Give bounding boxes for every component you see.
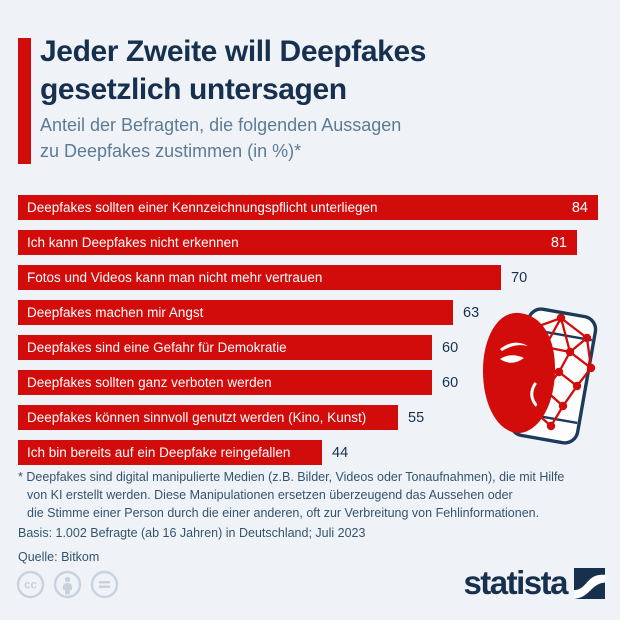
bar-label: Deepfakes sind eine Gefahr für Demokrati… — [27, 340, 287, 355]
bar-row: Deepfakes können sinnvoll genutzt werden… — [18, 405, 608, 430]
bar-value: 81 — [550, 234, 567, 251]
deepfake-phone-illustration — [483, 307, 598, 445]
footnote-line-2: von KI erstellt werden. Diese Manipulati… — [27, 488, 513, 502]
page-title: Jeder Zweite will Deepfakes gesetzlich u… — [40, 33, 426, 109]
bar-label: Deepfakes sollten einer Kennzeichnungspf… — [27, 200, 378, 215]
svg-text:cc: cc — [24, 580, 37, 592]
license-row: cc — [16, 570, 119, 599]
bar: Ich kann Deepfakes nicht erkennen 81 — [18, 230, 577, 255]
bar: Deepfakes können sinnvoll genutzt werden… — [18, 405, 398, 430]
footnote-line-1: * Deepfakes sind digital manipulierte Me… — [18, 470, 565, 484]
bar: Deepfakes sollten ganz verboten werden — [18, 370, 432, 395]
bar-label: Ich kann Deepfakes nicht erkennen — [27, 235, 239, 250]
red-mask-icon — [483, 312, 556, 434]
title-line-1: Jeder Zweite will Deepfakes — [40, 35, 427, 68]
bar-label: Ich bin bereits auf ein Deepfake reingef… — [27, 445, 291, 460]
statista-logo-mark — [574, 567, 605, 599]
bar-label: Deepfakes können sinnvoll genutzt werden… — [27, 410, 367, 425]
bar-value: 44 — [332, 444, 349, 461]
bar-label: Deepfakes machen mir Angst — [27, 305, 204, 320]
bar-value: 60 — [442, 339, 459, 356]
statista-logo-text: statista — [463, 564, 568, 601]
footnote: * Deepfakes sind digital manipulierte Me… — [18, 468, 610, 566]
footnote-line-3: die Stimme einer Person durch die einer … — [27, 506, 540, 520]
subtitle-line-2: zu Deepfakes zustimmen (in %)* — [40, 141, 302, 161]
bar: Deepfakes sind eine Gefahr für Demokrati… — [18, 335, 432, 360]
source-line: Quelle: Bitkom — [18, 550, 100, 564]
cc-by-person-icon[interactable] — [53, 570, 82, 599]
bar-value: 84 — [571, 199, 588, 216]
bar: Ich bin bereits auf ein Deepfake reingef… — [18, 440, 322, 465]
bar-chart: Deepfakes sollten einer Kennzeichnungspf… — [18, 195, 608, 475]
bar-row: Deepfakes sollten einer Kennzeichnungspf… — [18, 195, 608, 220]
chart-subtitle: Anteil der Befragten, die folgenden Auss… — [40, 112, 401, 164]
bar-row: Ich kann Deepfakes nicht erkennen 81 — [18, 230, 608, 255]
bar: Deepfakes sollten einer Kennzeichnungspf… — [18, 195, 598, 220]
bar-row: Deepfakes sollten ganz verboten werden 60 — [18, 370, 608, 395]
bar-row: Ich bin bereits auf ein Deepfake reingef… — [18, 440, 608, 465]
subtitle-line-1: Anteil der Befragten, die folgenden Auss… — [40, 115, 402, 135]
bar-row: Fotos und Videos kann man nicht mehr ver… — [18, 265, 608, 290]
bar-row: Deepfakes sind eine Gefahr für Demokrati… — [18, 335, 608, 360]
bar-row: Deepfakes machen mir Angst 63 — [18, 300, 608, 325]
cc-nd-equals-icon[interactable] — [90, 570, 119, 599]
bar: Deepfakes machen mir Angst — [18, 300, 453, 325]
basis-line: Basis: 1.002 Befragte (ab 16 Jahren) in … — [18, 526, 366, 540]
face-recognition-mesh-icon — [523, 313, 596, 431]
title-line-2: gesetzlich untersagen — [40, 73, 347, 106]
cc-icon[interactable]: cc — [16, 570, 45, 599]
bar: Fotos und Videos kann man nicht mehr ver… — [18, 265, 501, 290]
statista-logo[interactable]: statista — [463, 566, 605, 600]
bar-value: 63 — [463, 304, 480, 321]
bar-value: 70 — [511, 269, 528, 286]
bar-value: 60 — [442, 374, 459, 391]
title-accent-bar — [18, 38, 31, 164]
bar-value: 55 — [408, 409, 425, 426]
bar-label: Deepfakes sollten ganz verboten werden — [27, 375, 272, 390]
bar-label: Fotos und Videos kann man nicht mehr ver… — [27, 270, 323, 285]
